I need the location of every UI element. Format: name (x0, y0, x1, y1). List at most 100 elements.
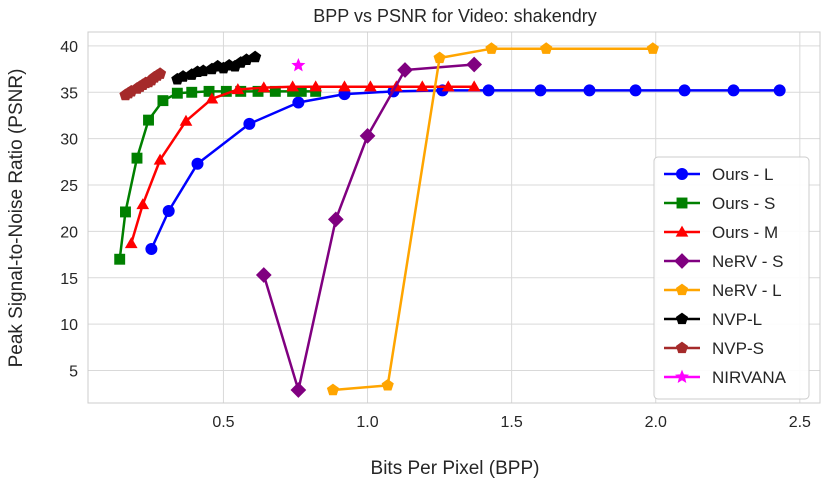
data-point (153, 67, 167, 79)
series-line (332, 47, 653, 392)
data-point (482, 84, 495, 97)
legend-entry: NIRVANA (664, 368, 787, 387)
series-nerv-l (326, 42, 659, 396)
data-point (143, 114, 154, 126)
data-point (727, 84, 740, 97)
data-point (364, 80, 377, 92)
data-point (309, 80, 323, 92)
chart-title: BPP vs PSNR for Video: shakendry (313, 6, 596, 26)
legend-entry: NVP-S (664, 339, 764, 358)
legend-label: Ours - M (712, 223, 778, 242)
data-point (286, 80, 299, 92)
x-axis-title: Bits Per Pixel (BPP) (371, 458, 540, 479)
data-point (157, 95, 169, 107)
data-point (646, 42, 659, 54)
series-nvp-l (171, 50, 262, 85)
data-point (381, 378, 394, 391)
series-ours-m (124, 80, 481, 249)
data-point (678, 84, 691, 97)
data-point (485, 42, 498, 54)
y-tick-label: 5 (69, 364, 78, 381)
y-tick-label: 25 (60, 178, 78, 195)
legend-marker (675, 283, 689, 296)
legend-label: Ours - L (712, 165, 773, 184)
data-point (326, 383, 340, 396)
legend-box (653, 156, 810, 400)
data-point (540, 42, 553, 54)
data-point (359, 128, 376, 144)
data-point (231, 83, 245, 95)
y-tick-label: 40 (60, 39, 78, 56)
data-point (171, 87, 183, 99)
y-tick-label: 15 (60, 271, 78, 288)
y-axis-title: Peak Signal-to-Noise Ratio (PSNR) (6, 69, 27, 368)
data-point (136, 198, 150, 210)
data-point (292, 96, 305, 109)
legend-marker (675, 341, 689, 354)
legend-marker (676, 168, 688, 180)
legend-label: NVP-S (712, 339, 764, 358)
y-tick-label: 20 (60, 224, 78, 241)
legend-entry: Ours - S (664, 194, 775, 213)
data-point (120, 206, 131, 218)
plot-frame (87, 31, 821, 404)
data-point (327, 211, 344, 228)
x-tick-label: 2.0 (645, 414, 667, 431)
data-point (186, 86, 198, 98)
data-point (191, 157, 204, 170)
data-point (629, 84, 642, 97)
legend-entry: Ours - M (664, 223, 778, 242)
y-tick-label: 30 (60, 132, 78, 149)
data-point (255, 267, 272, 283)
data-point (415, 80, 429, 92)
legend-marker (674, 253, 690, 269)
legend-marker (675, 369, 689, 383)
legend-entry: NeRV - L (664, 281, 782, 300)
x-tick-label: 1.5 (501, 414, 523, 431)
data-point (290, 382, 307, 398)
legend-entry: NVP-L (664, 310, 762, 329)
data-point (124, 237, 138, 249)
data-point (466, 56, 483, 73)
series-nerv-s (255, 56, 483, 398)
data-point (114, 253, 126, 265)
x-tick-label: 0.5 (212, 414, 234, 431)
data-point (467, 80, 481, 92)
x-tick-label: 2.5 (789, 414, 811, 431)
data-point (583, 84, 596, 97)
data-point (131, 152, 143, 164)
data-point (243, 117, 256, 130)
x-tick-label: 1.0 (356, 414, 378, 431)
legend-marker (675, 312, 689, 325)
data-point (257, 81, 271, 93)
series-nvp-s (119, 67, 167, 101)
legend-label: Ours - S (712, 194, 775, 213)
data-point (338, 80, 351, 92)
data-point (145, 243, 158, 256)
legend: Ours - L Ours - S Ours - M NeRV - S NeRV - L… (653, 156, 810, 400)
legend-label: NeRV - S (712, 252, 784, 271)
data-point (773, 84, 786, 97)
data-point (153, 153, 167, 165)
data-point (203, 85, 215, 97)
series-nirvana (291, 58, 306, 72)
legend-label: NIRVANA (712, 368, 787, 387)
legend-entry: NeRV - S (664, 252, 784, 271)
data-point (249, 50, 262, 63)
y-tick-label: 35 (60, 85, 78, 102)
data-point (291, 58, 306, 72)
legend-marker (675, 225, 689, 237)
series-line (262, 63, 475, 392)
data-point (397, 62, 413, 78)
legend-label: NeRV - L (712, 281, 782, 300)
data-point (205, 92, 219, 104)
data-point (433, 51, 446, 64)
data-point (534, 84, 547, 97)
legend-label: NVP-L (712, 310, 762, 329)
data-point (179, 114, 193, 126)
legend-entry: Ours - L (664, 165, 773, 184)
data-point (162, 205, 175, 218)
y-tick-label: 10 (60, 317, 78, 334)
legend-marker (676, 197, 688, 209)
